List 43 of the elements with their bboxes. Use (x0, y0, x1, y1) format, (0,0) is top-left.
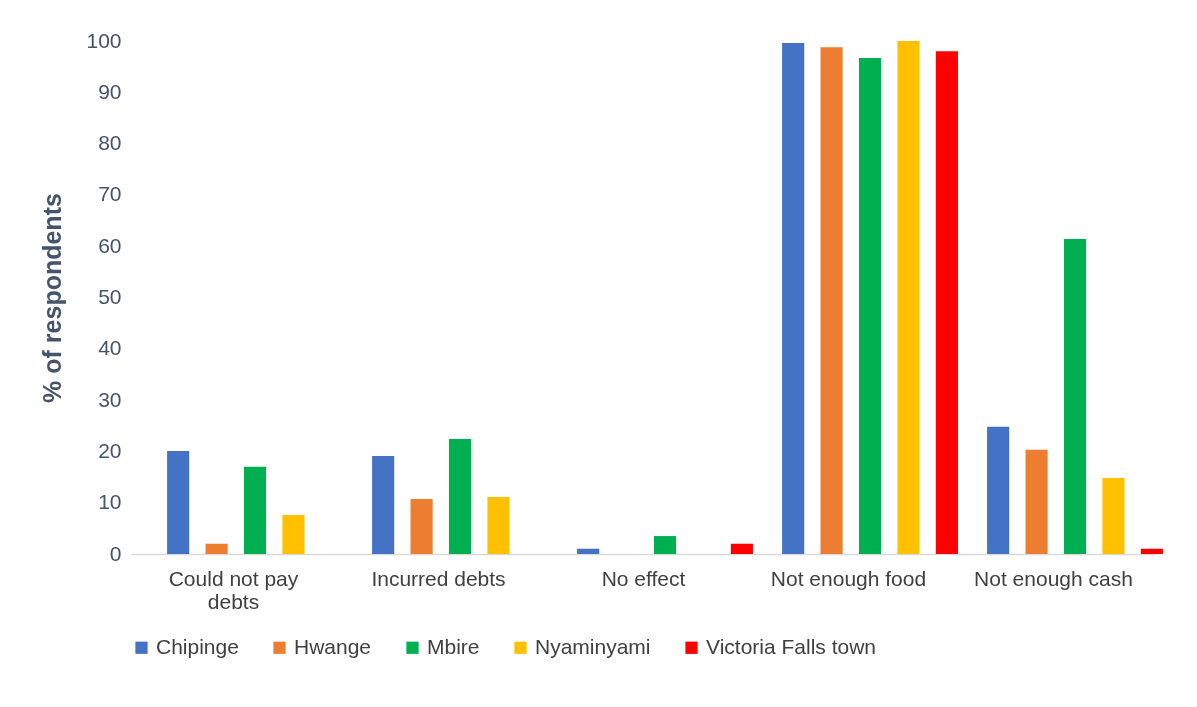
bar (282, 515, 305, 554)
bar (448, 439, 472, 554)
y-tick-label: 20 (98, 438, 122, 462)
bar (167, 450, 190, 554)
x-tick-label: No effect (601, 566, 686, 590)
bar (1025, 449, 1048, 554)
x-tick-label: Not enough cash (974, 566, 1133, 590)
legend-label: Chipinge (156, 634, 239, 658)
x-tick-label: Could not pay debts (168, 566, 299, 613)
bar (577, 548, 600, 554)
y-axis-title: % of respondents (38, 193, 67, 403)
y-tick-label: 0 (109, 541, 122, 565)
bar (205, 543, 228, 554)
bar (730, 543, 753, 554)
y-tick-label: 90 (98, 79, 122, 103)
x-tick-label: Incurred debts (371, 566, 506, 590)
bar (897, 41, 920, 554)
bar (935, 51, 958, 554)
x-tick-label: Not enough food (770, 566, 927, 590)
y-tick-label: 30 (98, 387, 122, 411)
bar (1102, 478, 1125, 554)
y-tick-label: 60 (98, 233, 122, 257)
bar (1063, 239, 1087, 554)
y-tick-label: 70 (98, 182, 122, 206)
legend-label: Mbire (427, 634, 480, 658)
y-tick-label: 10 (98, 490, 122, 514)
bar (987, 426, 1010, 554)
y-tick-label: 50 (98, 285, 122, 308)
bar (653, 536, 677, 554)
legend-label: Victoria Falls town (706, 634, 877, 658)
y-tick-label: 100 (86, 28, 122, 52)
bar (243, 466, 267, 554)
bar (858, 57, 882, 554)
y-tick-label: 40 (98, 336, 122, 360)
y-tick-label: 80 (98, 131, 122, 155)
bar (1140, 548, 1163, 554)
bar (487, 497, 510, 554)
bar (820, 47, 843, 554)
bar (782, 43, 805, 554)
legend-label: Hwange (294, 634, 372, 658)
bar (410, 499, 433, 554)
legend-label: Nyaminyami (535, 634, 651, 658)
bar (372, 456, 395, 554)
